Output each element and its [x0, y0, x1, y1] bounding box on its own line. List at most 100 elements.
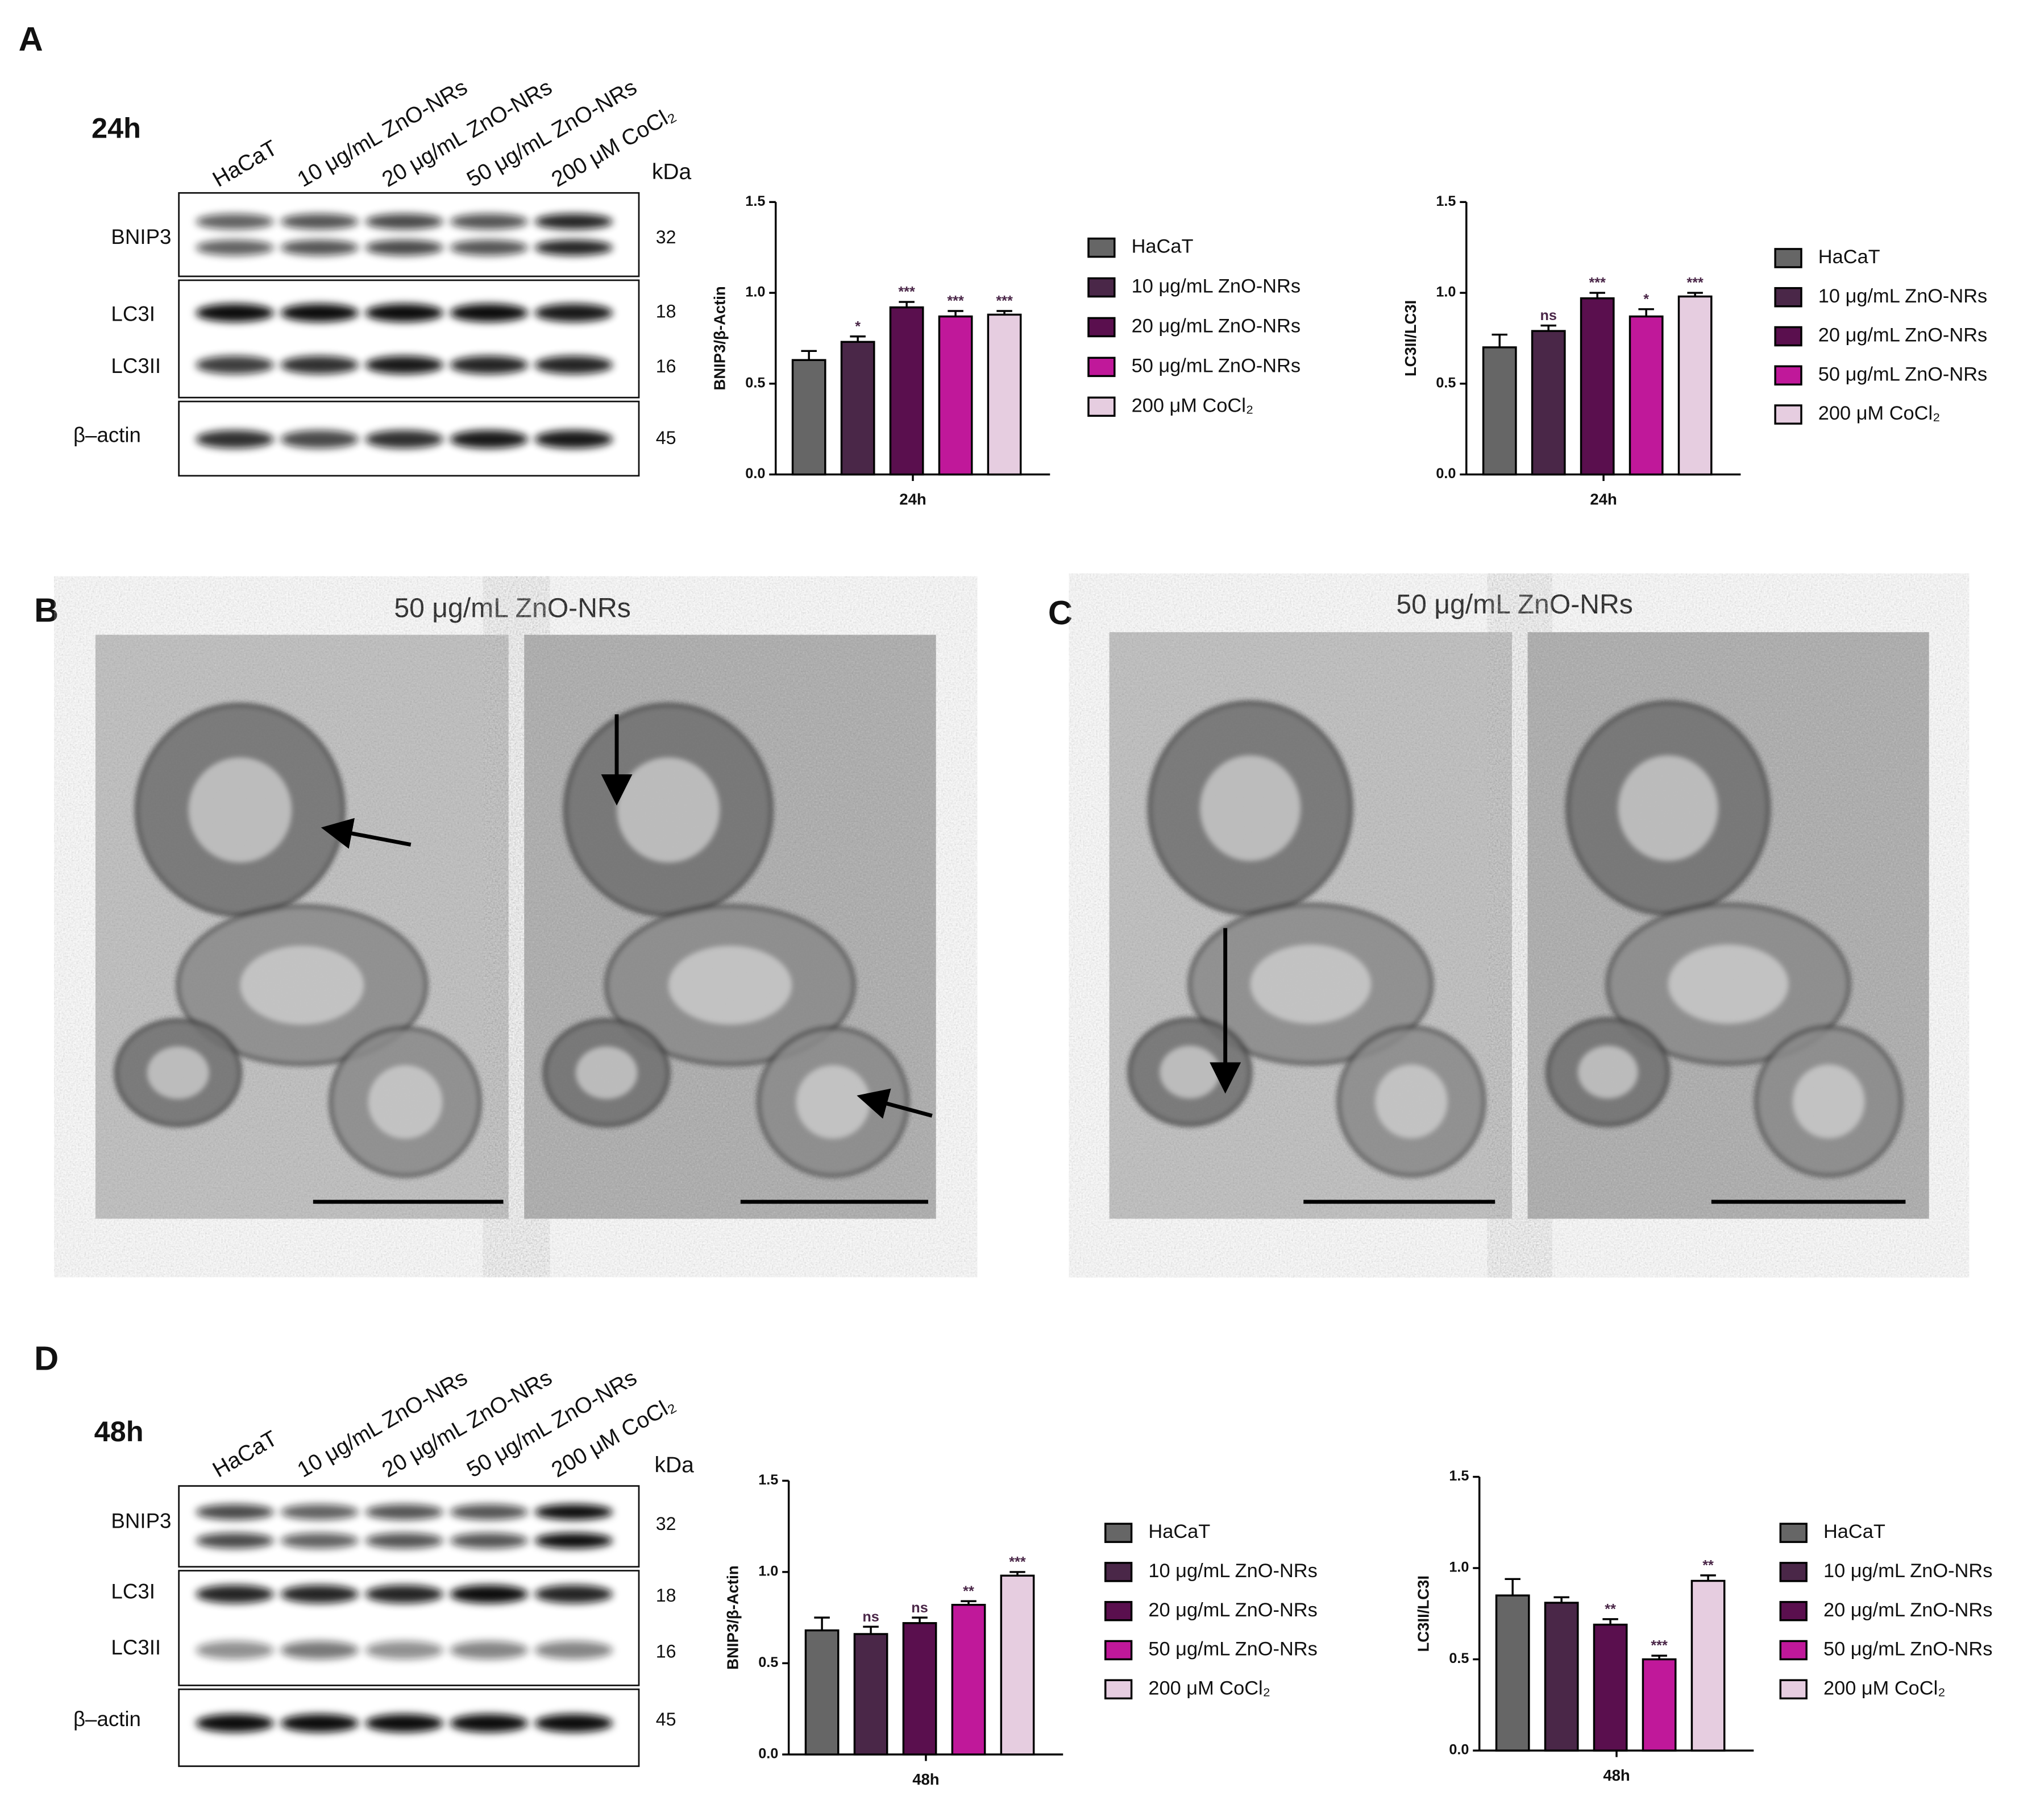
panel-label: B: [34, 591, 59, 629]
legend-label: 10 μg/mL ZnO-NRs: [1818, 285, 1987, 307]
blot-band: [196, 304, 275, 322]
x-tick-label: 48h: [912, 1770, 939, 1788]
legend-swatch: [1774, 326, 1802, 347]
organelle-inner: [188, 757, 292, 863]
kda-label: 32: [656, 227, 676, 247]
band-label: LC3II: [111, 354, 161, 378]
blot-band: [365, 1533, 444, 1549]
y-tick-label: 1.0: [1449, 1560, 1469, 1575]
blot-band: [365, 213, 444, 230]
blot-band: [365, 1714, 444, 1732]
kda-header: kDa: [652, 160, 692, 184]
blot-band: [450, 239, 529, 256]
panel-label: A: [19, 20, 43, 58]
legend-swatch: [1779, 1600, 1808, 1621]
legend-label: 50 μg/mL ZnO-NRs: [1818, 363, 1987, 385]
organelle-inner: [668, 945, 792, 1025]
organelle-inner: [1792, 1064, 1865, 1139]
legend-label: 20 μg/mL ZnO-NRs: [1823, 1599, 1992, 1621]
blot-band: [196, 1533, 275, 1549]
band-label: β–actin: [73, 1707, 141, 1731]
bar: [902, 1622, 937, 1756]
kda-label: 45: [656, 1709, 676, 1730]
legend-label: 20 μg/mL ZnO-NRs: [1132, 316, 1301, 337]
bar: [791, 359, 826, 476]
legend-swatch: [1104, 1640, 1133, 1661]
blot-band: [196, 1641, 275, 1660]
blot-band: [280, 239, 359, 256]
blot-band: [450, 1641, 529, 1660]
blot-band: [365, 1504, 444, 1520]
blot-band: [196, 1585, 275, 1603]
bar: [1628, 315, 1664, 476]
legend-swatch: [1087, 396, 1116, 417]
band-label: LC3I: [111, 302, 155, 326]
legend-label: 10 μg/mL ZnO-NRs: [1148, 1560, 1317, 1582]
kda-label: 45: [656, 428, 676, 448]
blot-band: [534, 430, 613, 449]
blot-band: [534, 1504, 613, 1520]
blot-band: [450, 304, 529, 322]
kda-label: 16: [656, 1641, 676, 1662]
legend-label: 200 μM CoCl₂: [1823, 1677, 1946, 1699]
y-tick-label: 0.5: [1436, 375, 1456, 391]
blot-band: [534, 1585, 613, 1603]
bar: [1482, 346, 1517, 476]
blot-band: [280, 1533, 359, 1549]
blot-band: [534, 304, 613, 322]
bar: [889, 306, 924, 476]
organelle-inner: [240, 945, 364, 1025]
blot-band: [450, 430, 529, 449]
significance-label: ns: [911, 1600, 928, 1616]
blot-band: [450, 355, 529, 374]
y-tick-label: 0.5: [745, 375, 765, 391]
x-tick-label: 24h: [1590, 491, 1617, 508]
arrow: [857, 1088, 933, 1119]
significance-label: **: [1605, 1602, 1616, 1618]
legend-label: 50 μg/mL ZnO-NRs: [1823, 1639, 1992, 1660]
blot-band: [450, 1533, 529, 1549]
panel-label: C: [1048, 594, 1073, 632]
blot-band: [450, 1585, 529, 1603]
y-tick-label: 0.0: [1436, 466, 1456, 482]
significance-label: ***: [1686, 275, 1704, 291]
bar: [1000, 1574, 1035, 1756]
panel-title: 50 μg/mL ZnO-NRs: [394, 593, 630, 624]
legend-label: 200 μM CoCl₂: [1818, 403, 1941, 424]
blot-band: [280, 355, 359, 374]
blot-band: [280, 213, 359, 230]
blot-band: [365, 355, 444, 374]
band-label: BNIP3: [111, 225, 171, 248]
bar: [987, 313, 1022, 476]
significance-label: **: [963, 1583, 974, 1599]
band-label: LC3I: [111, 1579, 155, 1603]
x-tick-label: 24h: [899, 491, 926, 508]
significance-label: ***: [1589, 275, 1606, 291]
legend-label: HaCaT: [1132, 236, 1194, 258]
y-tick-label: 1.5: [745, 193, 765, 209]
bar: [853, 1633, 888, 1756]
bar: [1677, 295, 1713, 476]
bar: [1580, 297, 1615, 476]
bar: [1593, 1623, 1628, 1752]
organelle-inner: [1375, 1064, 1448, 1139]
organelle-inner: [796, 1065, 870, 1139]
organelle-inner: [1160, 1046, 1220, 1099]
significance-label: ns: [1540, 308, 1557, 324]
legend-swatch: [1104, 1679, 1133, 1700]
y-tick-label: 0.5: [758, 1654, 778, 1670]
y-tick-label: 1.0: [1436, 284, 1456, 300]
legend-label: 200 μM CoCl₂: [1132, 395, 1254, 416]
bar: [951, 1603, 986, 1756]
legend-swatch: [1774, 365, 1802, 386]
bar: [1531, 330, 1566, 476]
bar: [1690, 1579, 1726, 1752]
arrow: [321, 818, 412, 849]
blot-band: [450, 1504, 529, 1520]
significance-label: ***: [996, 293, 1013, 309]
bar: [938, 315, 973, 476]
panel-title: 50 μg/mL ZnO-NRs: [1396, 589, 1632, 620]
blot-band: [196, 1504, 275, 1520]
y-tick-label: 0.0: [745, 466, 765, 482]
